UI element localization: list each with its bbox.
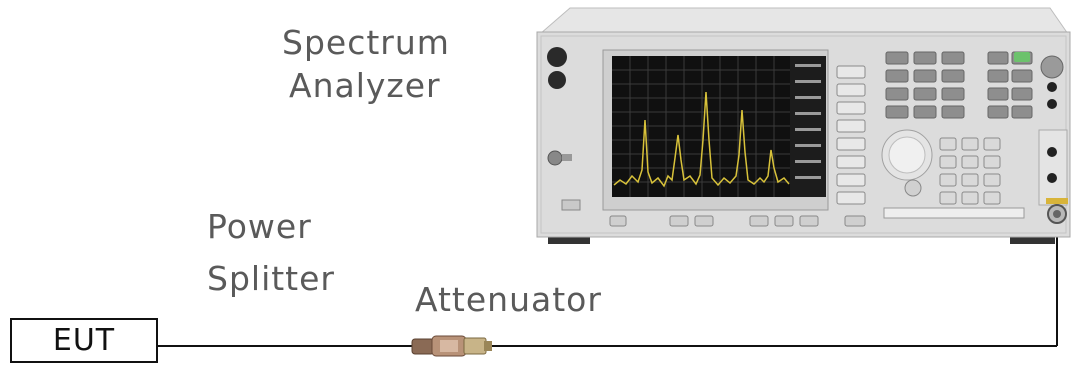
analyzer-label: Analyzer — [289, 66, 441, 105]
knob-icon — [547, 47, 567, 67]
power-label: Power — [207, 207, 312, 246]
splitter-label: Splitter — [207, 259, 335, 298]
attenuator-label: Attenuator — [415, 280, 602, 319]
spectrum-label: Spectrum — [282, 23, 450, 62]
spectrum-analyzer — [536, 7, 1071, 244]
eut-box: EUT — [10, 318, 158, 363]
attenuator-device — [411, 335, 492, 357]
spectrum-trace — [613, 91, 790, 188]
eut-label: EUT — [52, 323, 116, 358]
